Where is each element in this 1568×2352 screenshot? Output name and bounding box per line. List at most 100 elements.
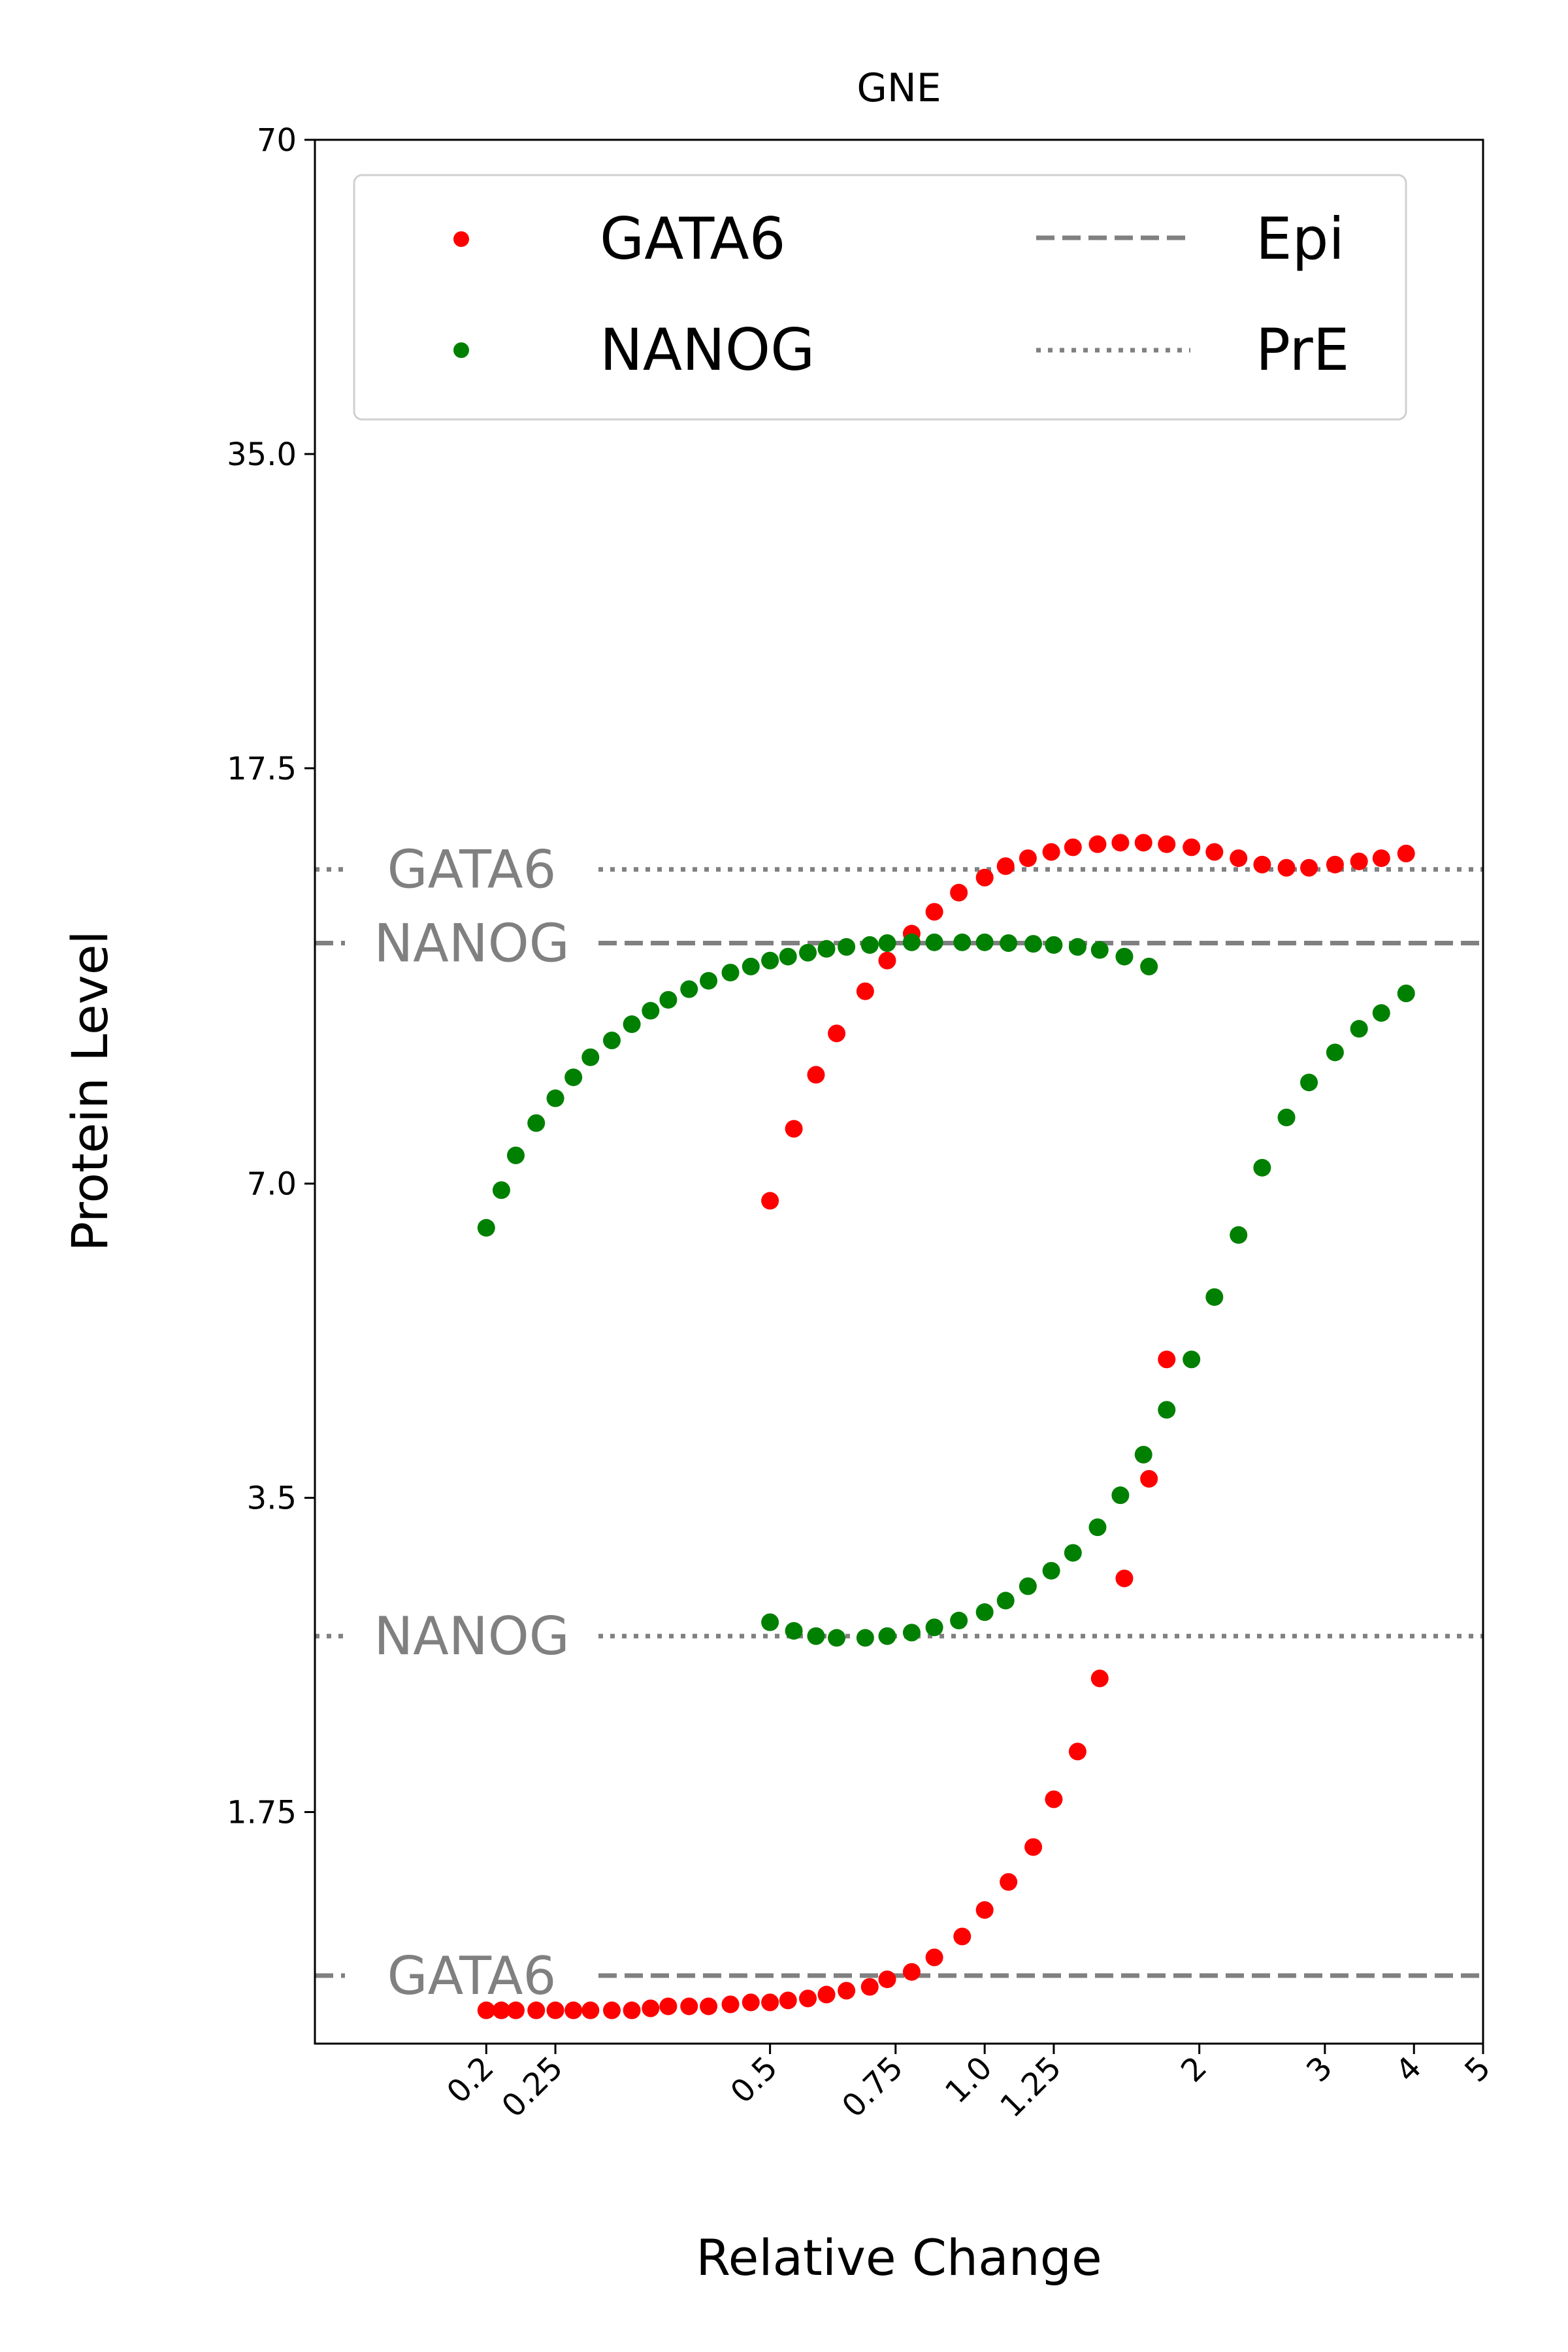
gata6-point-53 xyxy=(1205,843,1224,861)
reference-label-1: NANOG xyxy=(374,913,569,973)
gata6-point-43 xyxy=(975,868,994,887)
gata6-point-15 xyxy=(761,1993,779,2012)
gata6-point-52 xyxy=(1183,838,1201,857)
nanog-point-41 xyxy=(950,1611,968,1629)
gata6-point-27 xyxy=(1024,1838,1043,1856)
gata6-point-17 xyxy=(799,1989,817,2008)
nanog-point-17 xyxy=(799,943,817,962)
gata6-point-31 xyxy=(1115,1569,1134,1588)
legend-box xyxy=(353,174,1407,421)
nanog-point-32 xyxy=(1140,957,1158,975)
gata6-point-12 xyxy=(700,1997,718,2016)
gata6-point-1 xyxy=(492,2001,510,2019)
nanog-point-33 xyxy=(761,1613,779,1631)
gata6-point-54 xyxy=(1230,849,1248,868)
gata6-point-58 xyxy=(1326,855,1344,874)
gata6-point-8 xyxy=(623,2001,641,2019)
gata6-point-9 xyxy=(642,1999,660,2017)
nanog-point-27 xyxy=(1024,935,1043,953)
nanog-point-53 xyxy=(1230,1226,1248,1244)
y-tick-label-2: 7.0 xyxy=(247,1166,297,1203)
nanog-point-10 xyxy=(659,990,678,1009)
gata6-point-44 xyxy=(996,857,1015,875)
gata6-point-37 xyxy=(828,1024,846,1043)
gata6-point-26 xyxy=(1000,1873,1018,1891)
gata6-point-57 xyxy=(1300,858,1318,877)
nanog-point-29 xyxy=(1068,938,1086,956)
y-axis-label: Protein Level xyxy=(61,930,119,1251)
gata6-point-50 xyxy=(1134,834,1152,852)
gata6-point-56 xyxy=(1277,858,1296,877)
y-axis-ticks: 1.75 3.5 7.0 17.5 35.0 70 xyxy=(227,122,315,1831)
nanog-point-51 xyxy=(1183,1350,1201,1369)
gata6-point-45 xyxy=(1019,849,1037,868)
nanog-point-21 xyxy=(878,934,896,952)
nanog-point-31 xyxy=(1115,947,1134,966)
gata6-point-20 xyxy=(860,1978,879,1996)
nanog-point-58 xyxy=(1350,1020,1368,1038)
reference-label-0: GATA6 xyxy=(387,840,557,900)
gata6-point-2 xyxy=(506,2001,525,2019)
gata6-point-6 xyxy=(581,2001,600,2019)
gata6-point-21 xyxy=(878,1970,896,1989)
nanog-point-12 xyxy=(700,972,718,990)
legend-label-pre: PrE xyxy=(1256,316,1349,384)
gata6-point-55 xyxy=(1253,855,1271,874)
nanog-point-18 xyxy=(817,939,836,958)
nanog-point-13 xyxy=(721,964,740,982)
nanog-point-2 xyxy=(506,1146,525,1164)
gata6-point-28 xyxy=(1045,1790,1063,1808)
nanog-point-57 xyxy=(1326,1043,1344,1062)
gata6-point-48 xyxy=(1088,835,1107,853)
legend-label-epi: Epi xyxy=(1256,205,1345,272)
nanog-point-34 xyxy=(785,1622,803,1640)
gata6-point-42 xyxy=(950,883,968,902)
nanog-point-36 xyxy=(828,1629,846,1647)
nanog-point-6 xyxy=(581,1048,600,1066)
nanog-point-44 xyxy=(1019,1577,1037,1595)
nanog-point-23 xyxy=(925,933,943,951)
nanog-point-5 xyxy=(564,1068,583,1086)
nanog-point-55 xyxy=(1277,1108,1296,1126)
nanog-point-48 xyxy=(1111,1486,1130,1505)
gata6-point-29 xyxy=(1068,1742,1086,1761)
gata6-point-46 xyxy=(1042,843,1060,861)
reference-label-2: NANOG xyxy=(374,1606,569,1667)
data-points xyxy=(477,834,1415,2019)
nanog-point-0 xyxy=(477,1218,495,1237)
nanog-point-40 xyxy=(925,1618,943,1637)
nanog-point-39 xyxy=(902,1624,921,1642)
gata6-point-35 xyxy=(785,1120,803,1138)
nanog-point-22 xyxy=(902,933,921,951)
nanog-point-3 xyxy=(527,1114,546,1132)
gata6-point-0 xyxy=(477,2001,495,2019)
gata6-point-16 xyxy=(779,1991,797,2010)
gata6-point-24 xyxy=(953,1927,972,1946)
nanog-point-37 xyxy=(856,1629,874,1647)
gata6-point-49 xyxy=(1111,834,1130,852)
gata6-point-5 xyxy=(564,2001,583,2019)
gata6-point-39 xyxy=(878,951,896,970)
gata6-point-32 xyxy=(1140,1469,1158,1488)
gata6-point-7 xyxy=(602,2001,621,2019)
gata6-point-60 xyxy=(1372,849,1390,868)
legend-label-gata6: GATA6 xyxy=(600,205,786,272)
gata6-point-36 xyxy=(807,1066,825,1084)
nanog-point-24 xyxy=(953,933,972,951)
nanog-point-56 xyxy=(1300,1073,1318,1092)
nanog-point-7 xyxy=(602,1032,621,1050)
gata6-point-3 xyxy=(527,2001,546,2019)
gata6-point-61 xyxy=(1397,844,1415,862)
y-tick-label-5: 70 xyxy=(257,122,297,159)
legend-label-nanog: NANOG xyxy=(600,316,815,384)
gata6-point-59 xyxy=(1350,852,1368,870)
nanog-point-45 xyxy=(1042,1561,1060,1580)
gata6-point-10 xyxy=(659,1997,678,2016)
nanog-point-49 xyxy=(1134,1445,1152,1463)
legend: GATA6 NANOG Epi PrE xyxy=(353,174,1407,421)
nanog-point-19 xyxy=(838,938,856,956)
gata6-point-19 xyxy=(838,1982,856,2000)
gata6-point-18 xyxy=(817,1985,836,2004)
nanog-point-42 xyxy=(975,1603,994,1622)
